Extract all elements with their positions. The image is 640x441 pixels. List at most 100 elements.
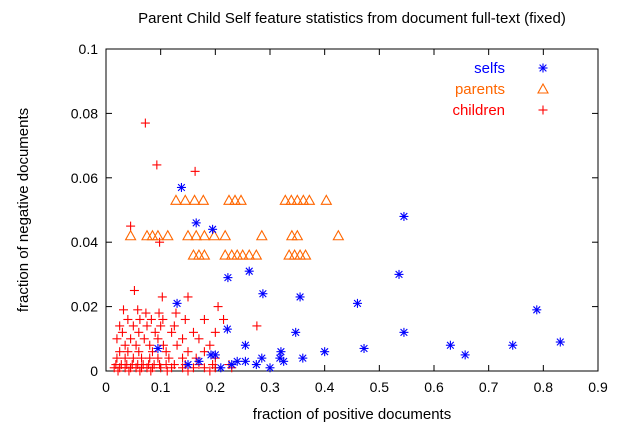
x-axis-label: fraction of positive documents (253, 406, 451, 423)
selfs-point (320, 347, 330, 357)
children-point (115, 347, 125, 357)
parents-point (255, 229, 268, 241)
children-point (156, 363, 166, 373)
children-point (210, 327, 220, 337)
children-point (123, 314, 133, 324)
children-point (126, 221, 136, 231)
children-point (131, 340, 141, 350)
x-tick-label: 0.8 (534, 379, 554, 395)
children-point (180, 314, 190, 324)
children-point (146, 366, 156, 376)
parents-point (219, 229, 232, 241)
selfs-point (194, 356, 204, 366)
children-point (139, 334, 149, 344)
children-point (155, 237, 165, 247)
chart-title: Parent Child Self feature statistics fro… (138, 10, 566, 27)
y-tick-label: 0.08 (71, 105, 98, 121)
children-point (154, 308, 164, 318)
x-tick-label: 0 (102, 379, 110, 395)
children-point (178, 334, 188, 344)
legend: selfs parents children (452, 60, 549, 119)
selfs-point (222, 324, 232, 334)
x-tick-label: 0.9 (588, 379, 608, 395)
children-point (162, 366, 172, 376)
parents-point (198, 248, 211, 260)
x-tick-label: 0.2 (206, 379, 226, 395)
y-tick-label: 0 (90, 363, 98, 379)
selfs-point (276, 347, 286, 357)
selfs-point (223, 273, 233, 283)
legend-marker-selfs (538, 63, 548, 73)
parents-point (124, 229, 137, 241)
selfs-point (183, 360, 193, 370)
selfs-point (153, 343, 163, 353)
children-point (199, 347, 209, 357)
selfs-point (240, 356, 250, 366)
children-point (145, 340, 155, 350)
selfs-point (176, 182, 186, 192)
children-point (157, 292, 167, 302)
legend-label-selfs: selfs (474, 60, 505, 77)
children-point (124, 366, 134, 376)
parents-point (170, 194, 182, 205)
x-tick-label: 0.4 (315, 379, 335, 395)
parents-point (291, 229, 304, 241)
selfs-point (240, 340, 250, 350)
x-tick-label: 0.5 (370, 379, 390, 395)
selfs-point (359, 343, 369, 353)
selfs-point (206, 350, 216, 360)
y-tick-label: 0.06 (71, 170, 98, 186)
selfs-point (251, 360, 261, 370)
selfs-point (172, 298, 182, 308)
children-point (172, 340, 182, 350)
children-point (183, 347, 193, 357)
selfs-point (445, 340, 455, 350)
children-point (167, 327, 177, 337)
parents-point (198, 229, 211, 241)
series-children (109, 118, 262, 376)
selfs-point (208, 224, 218, 234)
parents-point (235, 194, 247, 205)
children-point (205, 340, 215, 350)
selfs-point (191, 218, 201, 228)
children-point (199, 314, 209, 324)
children-point (164, 353, 174, 363)
parents-point (151, 229, 164, 241)
legend-label-children: children (452, 102, 505, 119)
children-point (188, 327, 198, 337)
parents-point (297, 194, 310, 205)
parents-point (219, 248, 232, 260)
plot-area-frame (105, 48, 599, 372)
children-point (145, 353, 155, 363)
children-point (199, 363, 209, 373)
y-tick-label: 0.1 (79, 41, 99, 57)
parents-point (303, 194, 316, 205)
selfs-point (265, 363, 275, 373)
x-tick-label: 0.3 (260, 379, 280, 395)
selfs-point (257, 353, 267, 363)
selfs-point (352, 298, 362, 308)
selfs-point (460, 350, 470, 360)
selfs-point (508, 340, 518, 350)
x-tick-label: 0.1 (151, 379, 171, 395)
parents-point (332, 229, 345, 241)
selfs-point (295, 292, 305, 302)
children-point (152, 160, 162, 170)
children-point (133, 305, 143, 315)
children-point (118, 305, 128, 315)
selfs-point (216, 363, 226, 373)
selfs-point (291, 327, 301, 337)
selfs-point (399, 327, 409, 337)
selfs-point (244, 266, 254, 276)
selfs-point (227, 360, 237, 370)
x-axis: 0 0.1 0.2 0.3 0.4 0.5 0.6 0.7 0.8 0.9 (102, 49, 608, 395)
children-point (117, 327, 127, 337)
x-tick-label: 0.6 (424, 379, 444, 395)
children-point (150, 327, 160, 337)
series-selfs (153, 182, 565, 373)
parents-point (243, 248, 256, 260)
y-tick-label: 0.02 (71, 299, 98, 315)
children-point (178, 353, 188, 363)
children-point (146, 314, 156, 324)
